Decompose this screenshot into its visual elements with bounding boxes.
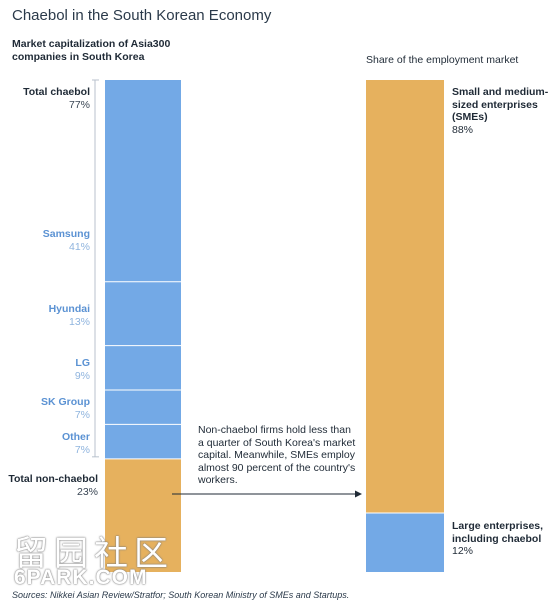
chart-title: Chaebol in the South Korean Economy (12, 7, 272, 24)
right-stacked-bar (366, 80, 444, 572)
other-label: Other 7% (0, 431, 90, 457)
sk-group-label: SK Group 7% (0, 396, 90, 422)
left-segment-sk-group (105, 389, 181, 425)
right-chart-title: Share of the employment market (366, 54, 519, 66)
large-enterprise-label: Large enterprises, including chaebol 12% (452, 520, 550, 558)
source-note: Sources: Nikkei Asian Review/Stratfor; S… (12, 590, 350, 600)
sme-label: Small and medium-sized enterprises (SMEs… (452, 86, 550, 136)
sme-value: 88% (452, 123, 474, 136)
total-non-chaebol-name: Total non-chaebol (8, 473, 98, 485)
hyundai-label: Hyundai 13% (0, 303, 90, 329)
sme-name: Small and medium-sized enterprises (SMEs… (452, 86, 549, 123)
sk-group-value: 7% (74, 409, 90, 421)
samsung-value: 41% (68, 241, 90, 253)
large-enterprise-value: 12% (452, 545, 474, 557)
total-non-chaebol-value: 23% (76, 486, 98, 498)
annotation-text: Non-chaebol firms hold less than a quart… (198, 424, 356, 486)
right-segment-large-enterprises-including-chaebol (366, 512, 444, 572)
samsung-name: Samsung (42, 228, 90, 240)
chaebol-bracket (92, 79, 99, 458)
left-stacked-bar (105, 80, 181, 572)
hyundai-name: Hyundai (48, 303, 90, 315)
left-segment-other (105, 424, 181, 459)
lg-name: LG (75, 357, 90, 369)
other-value: 7% (74, 444, 90, 456)
left-segment-lg (105, 345, 181, 390)
total-chaebol-label: Total chaebol 77% (0, 86, 90, 112)
total-non-chaebol-label: Total non-chaebol 23% (0, 473, 98, 499)
left-segment-total-non-chaebol (105, 458, 181, 572)
watermark-6park: 6PARK.COM (14, 566, 148, 589)
sk-group-name: SK Group (41, 396, 90, 408)
samsung-label: Samsung 41% (0, 228, 90, 254)
total-chaebol-name: Total chaebol (23, 86, 90, 98)
hyundai-value: 13% (68, 316, 90, 328)
left-segment-hyundai (105, 281, 181, 346)
watermark-chinese: 留园社区 (14, 534, 174, 574)
lg-label: LG 9% (0, 357, 90, 383)
other-name: Other (61, 431, 90, 443)
left-chart-title: Market capitalization of Asia300 compani… (12, 38, 171, 63)
left-segment-samsung (105, 80, 181, 282)
total-chaebol-value: 77% (68, 99, 90, 111)
lg-value: 9% (74, 370, 90, 382)
annotation-arrow (172, 490, 362, 498)
right-segment-small-and-medium-sized-enterprises-smes (366, 80, 444, 513)
large-enterprise-name: Large enterprises, including chaebol (452, 520, 544, 545)
